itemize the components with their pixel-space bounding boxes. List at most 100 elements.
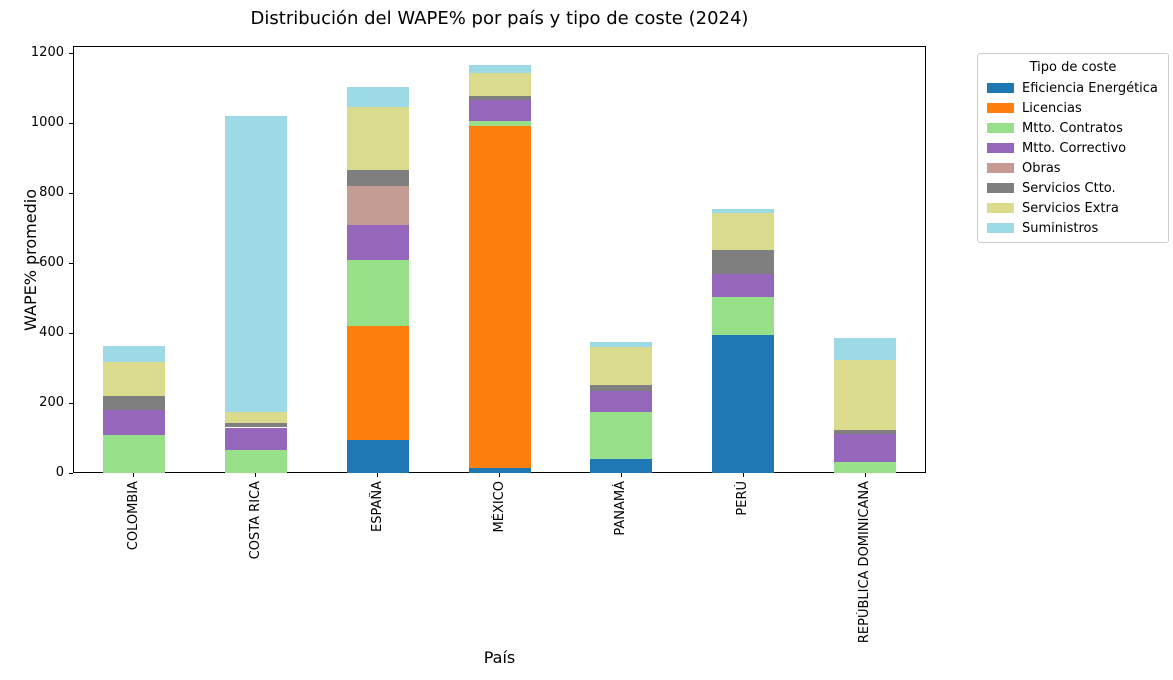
x-tick-mark — [377, 473, 379, 477]
y-tick-label: 400 — [39, 325, 64, 340]
bar-segment — [346, 260, 409, 326]
bar-segment — [102, 345, 165, 363]
y-tick-label: 600 — [39, 255, 64, 270]
x-tick-label: REPÚBLICA DOMINICANA — [857, 481, 873, 644]
legend-entry-label: Mtto. Correctivo — [1022, 140, 1127, 156]
bar-segment — [590, 459, 653, 473]
bar-segment — [102, 410, 165, 435]
x-tick-label: MÉXICO — [491, 481, 507, 533]
legend-entry-label: Servicios Ctto. — [1022, 180, 1116, 196]
bar-segment — [590, 411, 653, 459]
bar-segment — [102, 396, 165, 410]
bar-segment — [590, 390, 653, 412]
x-tick-mark — [864, 473, 866, 477]
x-tick-mark — [133, 473, 135, 477]
x-tick-mark — [255, 473, 257, 477]
bar-segment — [346, 225, 409, 261]
bar-segment — [224, 412, 287, 423]
x-tick-mark — [620, 473, 622, 477]
legend-entry-label: Mtto. Contratos — [1022, 120, 1123, 136]
bar-segment — [346, 169, 409, 186]
legend-entry: Mtto. Contratos — [987, 118, 1159, 138]
bar-segment — [834, 462, 897, 473]
legend-entry-label: Suministros — [1022, 220, 1099, 236]
y-tick-mark — [69, 192, 73, 194]
bar-segment — [834, 360, 897, 430]
bar-segment — [590, 346, 653, 386]
y-tick-mark — [69, 262, 73, 264]
bar-segment — [712, 296, 775, 335]
y-tick-label: 800 — [39, 185, 64, 200]
legend-entry: Mtto. Correctivo — [987, 138, 1159, 158]
bar-segment — [224, 115, 287, 413]
bar-segment — [468, 72, 531, 96]
x-tick-label: ESPAÑA — [369, 481, 385, 532]
chart-title: Distribución del WAPE% por país y tipo d… — [250, 8, 749, 29]
legend-entry: Servicios Extra — [987, 198, 1159, 218]
bar-segment — [346, 326, 409, 440]
legend-entry: Suministros — [987, 218, 1159, 238]
y-tick-mark — [69, 332, 73, 334]
bar-segment — [590, 341, 653, 347]
legend-swatch — [987, 183, 1014, 193]
y-tick-label: 1200 — [30, 45, 64, 60]
legend-entry-label: Servicios Extra — [1022, 200, 1119, 216]
bar-segment — [834, 433, 897, 463]
bar-segment — [712, 274, 775, 297]
legend-swatch — [987, 223, 1014, 233]
bar-segment — [346, 106, 409, 170]
bar-segment — [468, 468, 531, 473]
bar-segment — [102, 434, 165, 473]
legend-rows: Eficiencia Energética Licencias Mtto. Cont… — [987, 78, 1159, 238]
y-tick-mark — [69, 52, 73, 54]
x-tick-label: COLOMBIA — [125, 481, 141, 551]
bar-segment — [224, 427, 287, 450]
bar-segment — [712, 250, 775, 275]
bar-segment — [468, 120, 531, 126]
legend-swatch — [987, 143, 1014, 153]
y-tick-mark — [69, 122, 73, 124]
legend-entry: Licencias — [987, 98, 1159, 118]
bar-segment — [712, 334, 775, 473]
y-tick-mark — [69, 472, 73, 474]
legend-swatch — [987, 163, 1014, 173]
bar-segment — [224, 422, 287, 428]
legend-entry-label: Licencias — [1022, 100, 1082, 116]
x-tick-label: PERÚ — [735, 481, 751, 516]
bar-segment — [468, 64, 531, 73]
y-tick-label: 1000 — [30, 115, 64, 130]
legend-entry: Eficiencia Energética — [987, 78, 1159, 98]
bar-segment — [590, 385, 653, 391]
bar-segment — [224, 449, 287, 473]
legend-swatch — [987, 203, 1014, 213]
x-tick-mark — [742, 473, 744, 477]
bar-segment — [346, 186, 409, 226]
bar-segment — [712, 212, 775, 251]
bar-segment — [346, 439, 409, 473]
bar-segment — [468, 125, 531, 469]
y-tick-label: 200 — [39, 395, 64, 410]
legend: Tipo de coste Eficiencia Energética Licen… — [977, 53, 1169, 243]
legend-entry-label: Obras — [1022, 160, 1061, 176]
bar-segment — [712, 208, 775, 213]
legend-swatch — [987, 123, 1014, 133]
y-tick-label: 0 — [55, 465, 64, 480]
legend-title: Tipo de coste — [1029, 60, 1117, 75]
x-tick-label: COSTA RICA — [247, 481, 263, 560]
legend-entry: Obras — [987, 158, 1159, 178]
bar-segment — [834, 429, 897, 434]
bar-segment — [102, 362, 165, 397]
bar-segment — [346, 87, 409, 107]
legend-swatch — [987, 103, 1014, 113]
x-tick-mark — [499, 473, 500, 477]
y-tick-mark — [69, 402, 73, 404]
legend-swatch — [987, 83, 1014, 93]
bar-segment — [468, 95, 531, 101]
bar-segment — [834, 338, 897, 361]
x-tick-label: PANAMÁ — [613, 481, 629, 536]
bar-segment — [468, 100, 531, 121]
legend-entry-label: Eficiencia Energética — [1022, 80, 1158, 96]
legend-entry: Servicios Ctto. — [987, 178, 1159, 198]
x-axis-label: País — [483, 648, 516, 667]
